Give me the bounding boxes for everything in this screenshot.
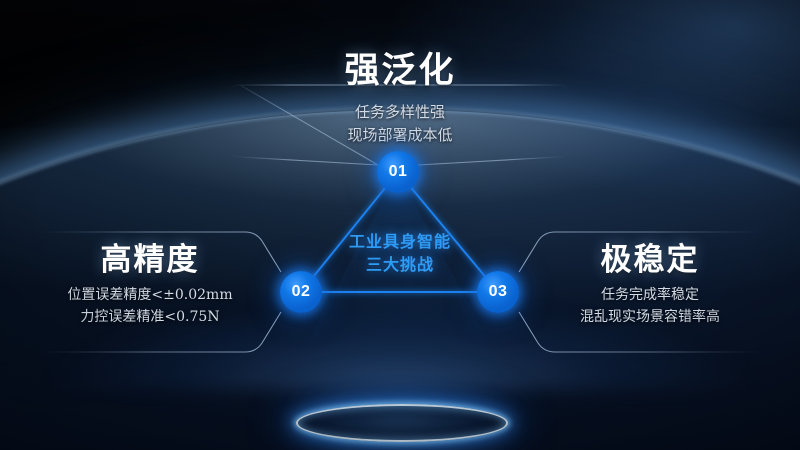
block-right-subtitles: 任务完成率稳定 混乱现实场景容错率高 bbox=[520, 285, 780, 328]
block-left: 高精度 位置误差精度<±0.02mm 力控误差精准<0.75N bbox=[20, 234, 280, 328]
block-top-sub2: 现场部署成本低 bbox=[347, 126, 453, 145]
block-left-sub2: 力控误差精准<0.75N bbox=[80, 308, 220, 325]
block-top-title: 强泛化 bbox=[344, 51, 456, 90]
center-label-line2: 三大挑战 bbox=[365, 257, 434, 275]
center-label: 工业具身智能 三大挑战 bbox=[320, 231, 480, 277]
block-left-sub1: 位置误差精度<±0.02mm bbox=[67, 287, 233, 303]
block-left-subtitles: 位置误差精度<±0.02mm 力控误差精准<0.75N bbox=[20, 285, 280, 328]
center-label-line1: 工业具身智能 bbox=[348, 234, 451, 251]
node-01[interactable]: 01 bbox=[377, 151, 419, 193]
node-02[interactable]: 02 bbox=[280, 271, 322, 313]
block-top: 强泛化 任务多样性强 现场部署成本低 bbox=[200, 42, 600, 148]
block-top-sub1: 任务多样性强 bbox=[354, 103, 445, 121]
node-03[interactable]: 03 bbox=[477, 271, 519, 313]
block-left-title: 高精度 bbox=[100, 242, 200, 277]
block-right: 极稳定 任务完成率稳定 混乱现实场景容错率高 bbox=[520, 234, 780, 328]
block-top-subtitles: 任务多样性强 现场部署成本低 bbox=[200, 101, 600, 148]
block-right-sub2: 混乱现实场景容错率高 bbox=[580, 308, 720, 325]
block-right-title: 极稳定 bbox=[600, 242, 700, 277]
block-right-sub1: 任务完成率稳定 bbox=[601, 287, 699, 303]
